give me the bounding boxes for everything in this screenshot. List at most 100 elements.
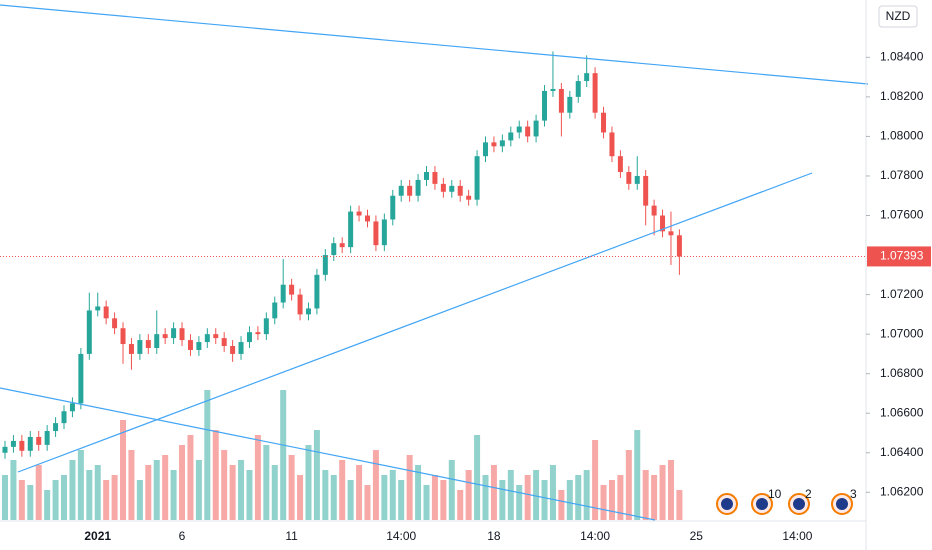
volume-bar	[145, 465, 152, 520]
volume-bar	[566, 480, 573, 520]
volume-bar	[305, 445, 312, 520]
candle-body	[86, 310, 92, 354]
event-count: 2	[805, 487, 812, 501]
candle-body	[95, 306, 101, 311]
volume-bar	[254, 435, 261, 520]
volume-bar	[356, 465, 363, 520]
candle-body	[61, 411, 67, 424]
volume-bar	[583, 470, 590, 520]
volume-bar	[195, 460, 202, 520]
candle-body	[162, 334, 168, 339]
candle-body	[69, 403, 75, 412]
volume-bar	[440, 480, 447, 520]
volume-bar	[339, 460, 346, 520]
candle-body	[550, 88, 556, 91]
candle-body	[255, 332, 261, 335]
volume-bar	[381, 475, 388, 520]
volume-bar	[322, 470, 329, 520]
event-count: 3	[850, 487, 857, 501]
volume-bar	[246, 470, 253, 520]
volume-bar	[642, 470, 649, 520]
last-price-label: 1.07393	[880, 249, 924, 263]
candle-body	[499, 140, 505, 147]
volume-bar	[448, 460, 455, 520]
volume-bar	[600, 485, 607, 520]
candle-body	[213, 334, 219, 339]
candle-body	[154, 334, 160, 348]
volume-bar	[120, 420, 127, 520]
volume-bar	[659, 465, 666, 520]
volume-bar	[541, 480, 548, 520]
volume-bar	[474, 435, 481, 520]
volume-bar	[221, 450, 228, 520]
volume-bar	[153, 460, 160, 520]
candle-body	[542, 90, 548, 121]
volume-bar	[10, 460, 17, 520]
candle-body	[280, 284, 286, 303]
volume-bar	[347, 480, 354, 520]
volume-bar	[676, 490, 683, 520]
event-flag	[836, 498, 848, 510]
candle-body	[634, 175, 640, 184]
candle-body	[432, 172, 438, 184]
candle-body	[322, 255, 328, 275]
candle-body	[626, 172, 632, 184]
candle-body	[2, 446, 8, 453]
candle-body	[558, 88, 564, 113]
x-tick-label: 11	[285, 529, 298, 543]
volume-bar	[415, 465, 422, 520]
volume-bar	[136, 480, 143, 520]
candle-body	[120, 328, 126, 345]
y-tick-label: 1.08000	[880, 129, 924, 143]
volume-bar	[170, 470, 177, 520]
candle-body	[179, 328, 185, 341]
candle-body	[466, 195, 472, 200]
volume-bar	[533, 470, 540, 520]
volume-bar	[18, 480, 25, 520]
volume-bar	[297, 475, 304, 520]
volume-bar	[271, 465, 278, 520]
candle-body	[27, 436, 33, 451]
candle-body	[230, 346, 236, 354]
x-tick-label: 14:00	[386, 529, 416, 543]
candle-body	[575, 81, 581, 97]
volume-bar	[667, 460, 674, 520]
candle-body	[246, 332, 252, 343]
volume-bar	[651, 475, 658, 520]
candle-layer	[2, 51, 682, 459]
candle-body	[390, 195, 396, 220]
volume-bar	[507, 470, 514, 520]
candle-body	[474, 156, 480, 200]
candle-body	[491, 142, 497, 147]
candle-body	[112, 318, 118, 329]
volume-bar	[44, 490, 51, 520]
candle-body	[415, 179, 421, 196]
candle-body	[483, 142, 489, 157]
trend-line	[0, 387, 656, 521]
trend-line	[17, 172, 813, 473]
currency-label: NZD	[886, 9, 911, 23]
volume-bar	[364, 485, 371, 520]
volume-bar	[608, 480, 615, 520]
candle-body	[305, 308, 311, 315]
volume-bar	[187, 435, 194, 520]
volume-bar	[389, 470, 396, 520]
y-tick-label: 1.06200	[880, 484, 924, 498]
volume-bar	[69, 460, 76, 520]
candle-body	[19, 440, 25, 451]
candle-body	[668, 231, 674, 236]
candle-body	[204, 334, 210, 343]
volume-layer	[2, 390, 683, 520]
volume-bar	[592, 440, 599, 520]
volume-bar	[575, 475, 582, 520]
candle-body	[272, 302, 278, 319]
last-price-box	[867, 246, 931, 267]
candle-body	[584, 73, 590, 82]
x-tick-label: 6	[179, 529, 186, 543]
volume-bar	[634, 430, 641, 520]
volume-bar	[288, 455, 295, 520]
event-icons: 10 2 3	[716, 487, 857, 515]
candle-body	[407, 185, 413, 196]
y-tick-label: 1.08200	[880, 89, 924, 103]
candle-body	[137, 340, 143, 354]
